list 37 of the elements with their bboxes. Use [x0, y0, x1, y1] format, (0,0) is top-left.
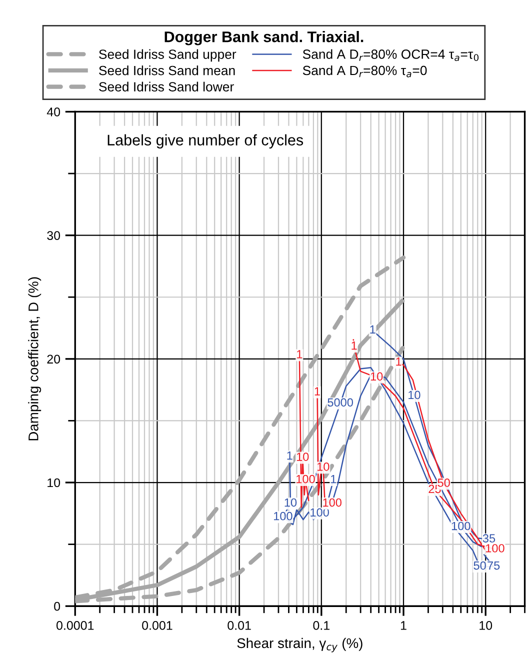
annotation: 1: [370, 325, 376, 334]
annotation: 1: [297, 350, 302, 358]
annotation: 35: [482, 534, 496, 543]
y-tick-label: 10: [48, 478, 60, 488]
annotation: 50: [474, 561, 486, 570]
x-tick-label: 0.01: [228, 621, 251, 630]
annotation: 10: [284, 498, 297, 507]
x-axis-title: Shear strain, γ$_{cy}$ (%): [237, 638, 362, 652]
y-axis-title: Damping coefficient, D (%): [28, 277, 42, 440]
annotation: 10: [317, 462, 330, 471]
x-tick-label: 0.001: [142, 621, 172, 630]
legend-label: Seed Idriss Sand mean: [99, 66, 235, 76]
x-tick-label: 10: [480, 621, 492, 630]
y-tick-label: 30: [47, 231, 60, 240]
annotation: 75: [488, 561, 500, 570]
y-tick-label: 40: [46, 108, 60, 116]
annotation: 1: [314, 387, 320, 396]
annotation: 1: [352, 341, 357, 350]
x-tick-label: 0.0001: [56, 621, 94, 630]
legend-label: Sand A D$_{r}$=80% OCR=4 τ$_{a}$=τ$_{0}$: [302, 49, 479, 62]
annotation: 1: [331, 474, 336, 484]
x-tick-label: 0.1: [313, 621, 330, 630]
annotation: 10: [408, 390, 420, 400]
legend-label: Sand A D$_{r}$=80% τ$_{a}$=0: [302, 65, 427, 78]
annotation: 1: [396, 358, 402, 366]
annotation: 50: [438, 478, 450, 487]
legend-label: Seed Idriss Sand lower: [99, 82, 234, 92]
annotation: 1: [287, 451, 292, 460]
x-tick-label: 1: [400, 621, 406, 630]
annotation: 10: [296, 452, 309, 461]
y-tick-label: 0: [54, 602, 60, 611]
annotation: 10: [370, 372, 383, 381]
chart-title: Dogger Bank sand. Triaxial.: [164, 31, 364, 46]
annotation: Labels give number of cycles: [108, 134, 304, 149]
annotation: 25: [428, 484, 441, 494]
y-tick-label: 20: [47, 354, 60, 364]
legend-label: Seed Idriss Sand upper: [99, 49, 236, 62]
